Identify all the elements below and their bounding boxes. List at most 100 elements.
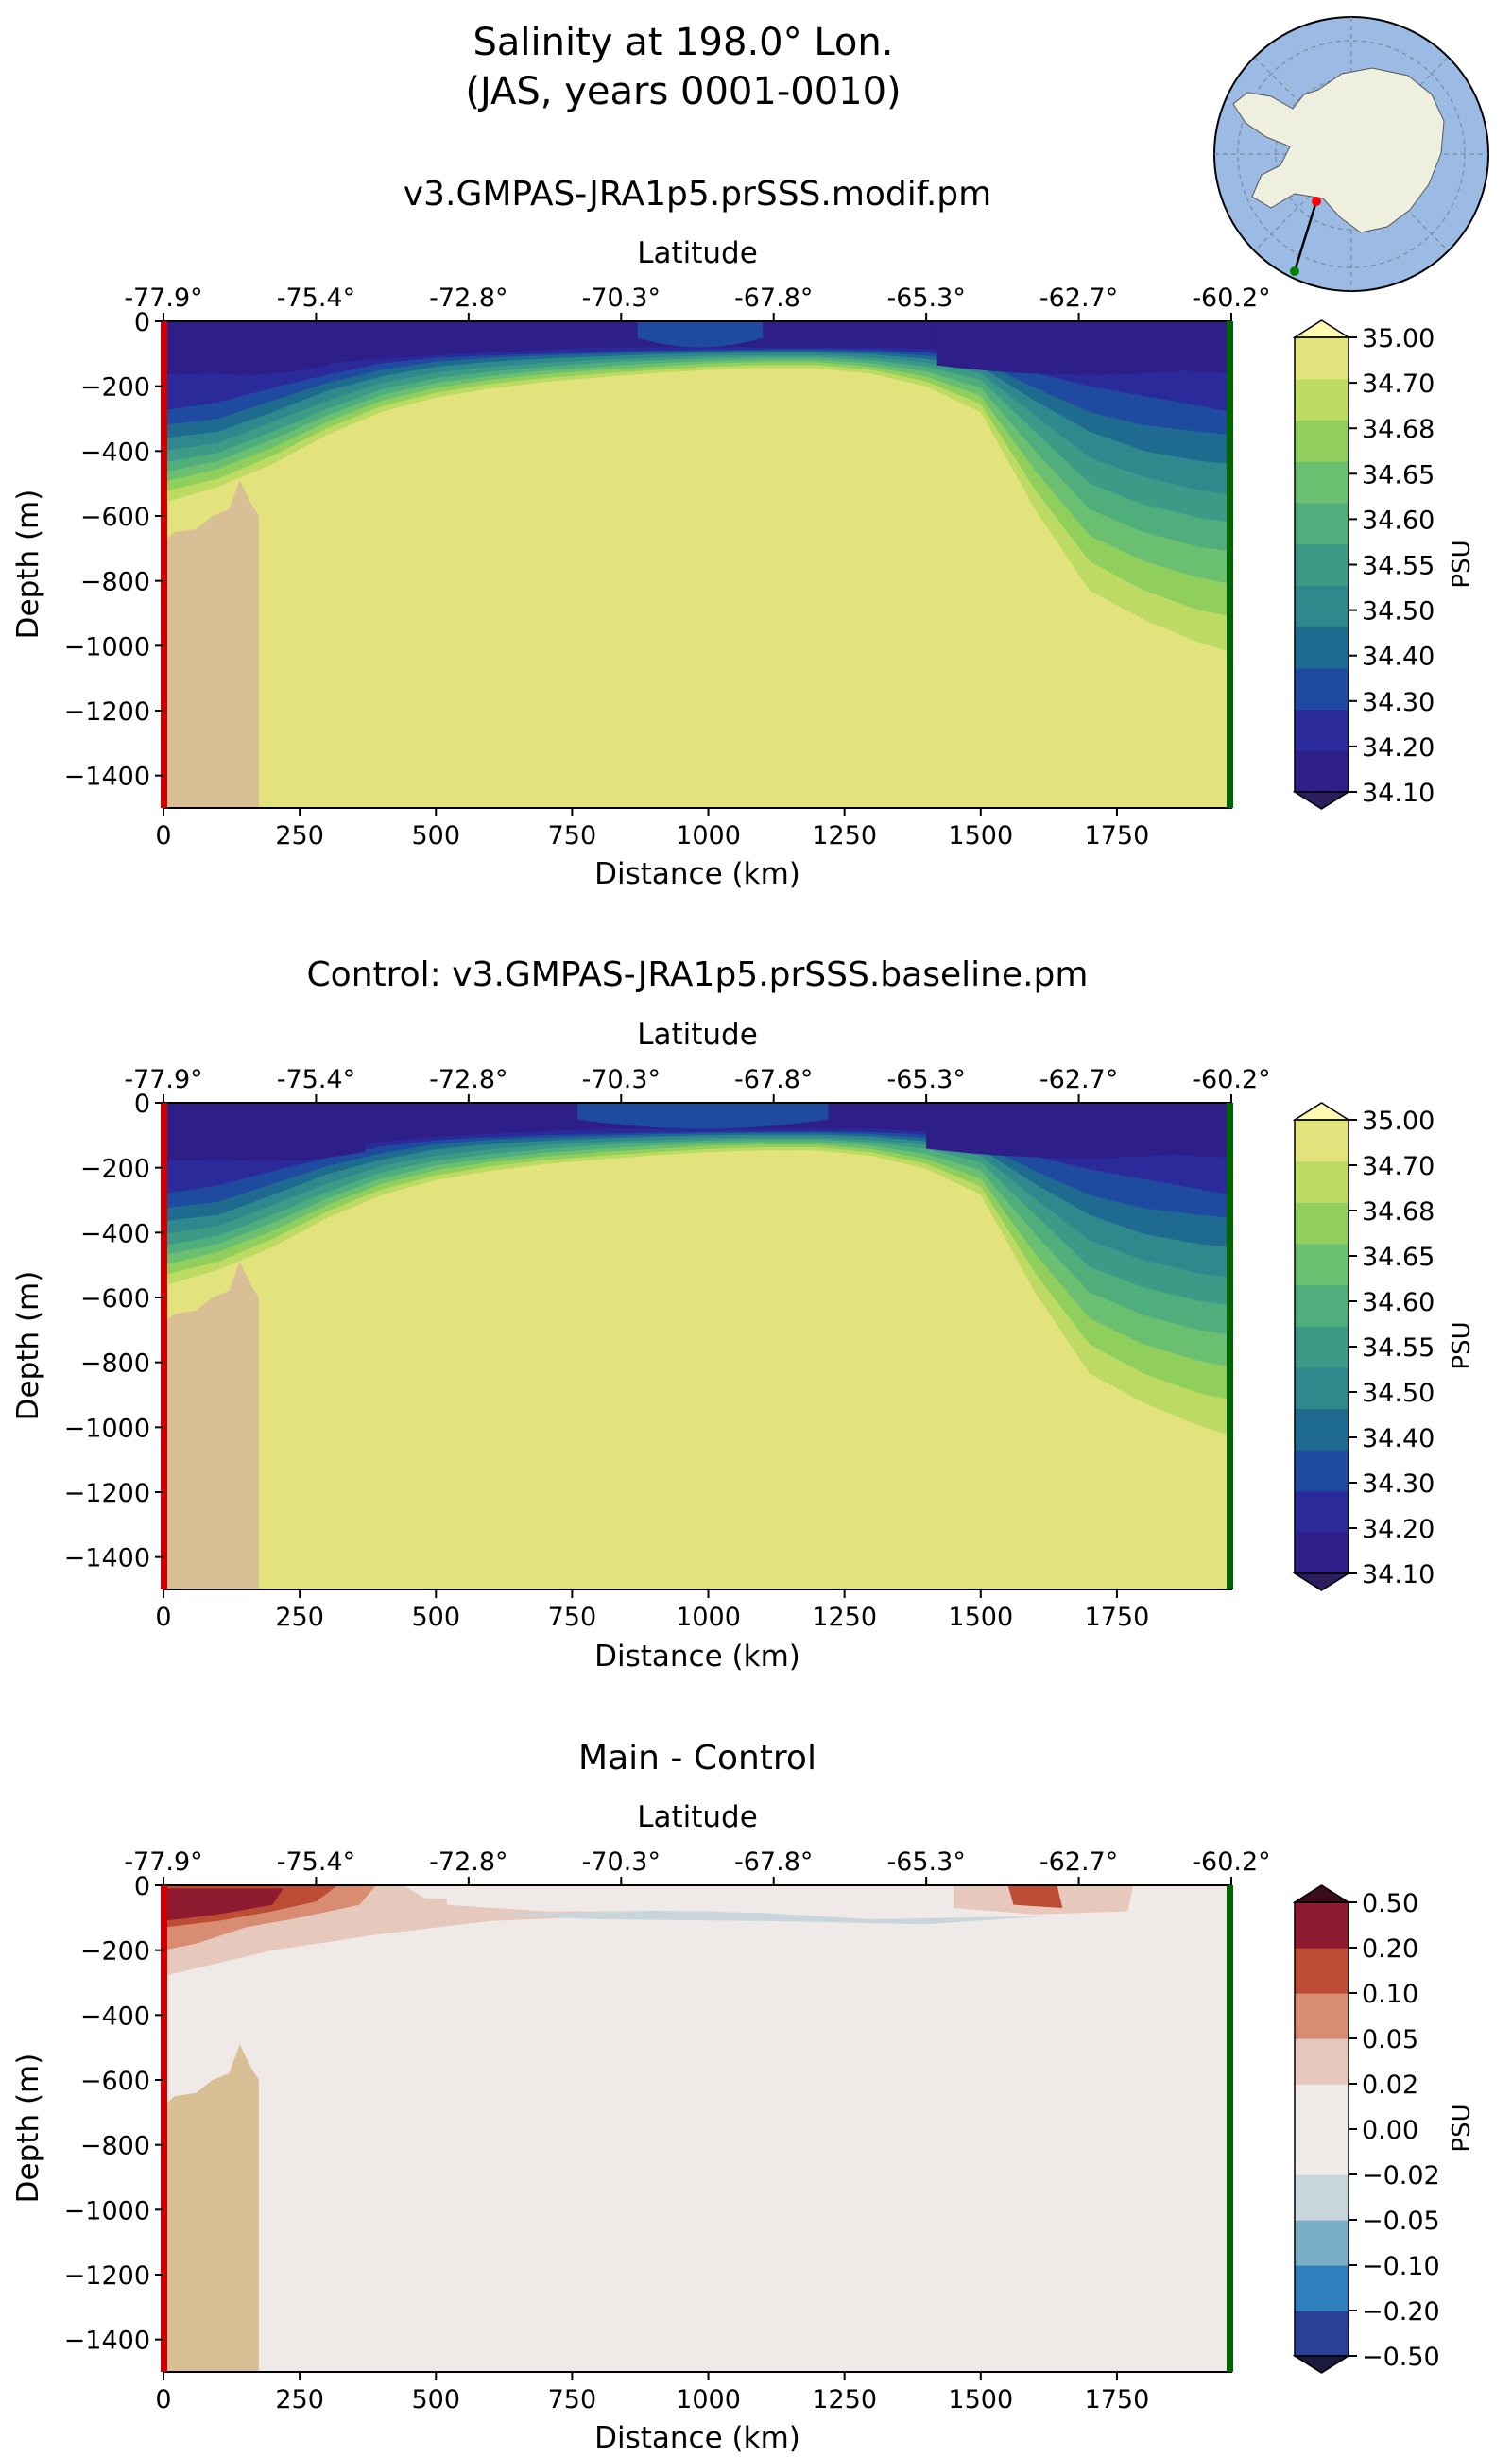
depth-tick-label: −400 [80,2002,150,2031]
colorbar-tick-label: 0.05 [1362,2025,1418,2054]
colorbar-tick-label: 34.50 [1362,1379,1435,1408]
transect-end-marker [1227,321,1233,808]
colorbar: 34.10 34.20 34.30 34.40 34.50 34.55 34.60 34.65… [1292,1102,1435,1591]
depth-tick-label: −600 [80,2067,150,2096]
colorbar-extend-high [1292,319,1351,338]
colorbar-band [1295,2129,1349,2175]
y-axis-label: Depth (m) [11,490,45,640]
latitude-tick-label: -62.7° [1040,1065,1118,1094]
depth-ticks: 0 −200 −400 −600 −800 −1000 −1200 −1400 [64,1872,163,2356]
distance-ticks: 0 250 500 750 1000 1250 1500 1750 [155,808,1149,850]
colorbar: 34.10 34.20 34.30 34.40 34.50 34.55 34.60 34.65… [1292,319,1435,810]
colorbar-band [1295,2311,1349,2357]
depth-tick-label: −200 [80,1937,150,1967]
colorbar-band [1295,1120,1349,1162]
latitude-ticks: -77.9° -75.4° -72.8° -70.3° -67.8° -65.3° -62.… [124,1847,1271,1885]
distance-tick-label: 750 [548,821,597,850]
latitude-tick-label: -75.4° [277,284,355,313]
contour-field [163,321,1231,808]
colorbar-tick-label: 34.70 [1362,369,1435,399]
distance-tick-label: 500 [411,1603,460,1632]
colorbar-label: PSU [1448,1321,1476,1369]
panel-title: Control: v3.GMPAS-JRA1p5.prSSS.baseline.… [307,955,1089,994]
y-axis-label: Depth (m) [11,1271,45,1421]
inset-transect-start [1312,197,1321,206]
depth-tick-label: −1200 [64,2261,150,2291]
colorbar-band [1295,750,1349,793]
latitude-tick-label: -67.8° [734,1847,813,1877]
depth-ticks: 0 −200 −400 −600 −800 −1000 −1200 −1400 [64,1090,163,1573]
difference-background [163,1885,1231,2372]
contour-band-level-7 [163,321,1231,585]
latitude-tick-label: -75.4° [277,1065,355,1094]
latitude-axis-label: Latitude [637,1800,758,1834]
depth-tick-label: 0 [134,308,150,337]
surface-water-patch-2 [926,1103,1231,1159]
colorbar-extend-low [1292,791,1351,810]
colorbar-tick-label: 34.68 [1362,1197,1435,1227]
latitude-tick-label: -75.4° [277,1847,355,1877]
distance-tick-label: 1500 [948,821,1013,850]
distance-tick-label: 250 [275,1603,324,1632]
colorbar-band [1295,627,1349,669]
inset-map [1213,16,1489,292]
latitude-tick-label: -65.3° [886,1847,965,1877]
distance-ticks: 0 250 500 750 1000 1250 1500 1750 [155,2372,1149,2414]
colorbar-band [1295,502,1349,545]
distance-tick-label: 0 [155,2385,171,2414]
surface-water-patch-1 [577,1103,829,1129]
distance-tick-label: 1250 [812,2385,877,2414]
depth-tick-label: −200 [80,373,150,403]
latitude-tick-label: -60.2° [1192,284,1270,313]
seafloor-land-mask [163,2044,259,2372]
colorbar-tick-label: 0.00 [1362,2116,1418,2145]
colorbar-tick-label: 34.55 [1362,552,1435,581]
contour-band-level-9 [163,321,1231,653]
depth-tick-label: −1400 [64,763,150,792]
latitude-tick-label: -60.2° [1192,1847,1270,1877]
distance-tick-label: 250 [275,821,324,850]
colorbar-tick-label: 0.50 [1362,1889,1418,1918]
latitude-tick-label: -77.9° [124,1847,202,1877]
colorbar-extend-high [1292,1102,1351,1121]
latitude-axis-label: Latitude [637,1018,758,1052]
distance-tick-label: 1750 [1085,1603,1150,1632]
colorbar-band [1295,1902,1349,1949]
latitude-tick-label: -60.2° [1192,1065,1270,1094]
depth-tick-label: −1400 [64,2327,150,2356]
anomaly-region-8 [163,2002,208,2068]
colorbar-band [1295,709,1349,751]
transect-start-marker [161,1885,167,2372]
depth-tick-label: −800 [80,2132,150,2161]
colorbar-tick-label: −0.02 [1362,2161,1440,2191]
colorbar-band [1295,378,1349,421]
colorbar-band [1295,1490,1349,1533]
panel-modif: v3.GMPAS-JRA1p5.prSSS.modif.pm Latitude … [11,175,1476,891]
colorbar-tick-label: 34.50 [1362,597,1435,627]
latitude-tick-label: -72.8° [429,284,507,313]
latitude-tick-label: -62.7° [1040,284,1118,313]
contour-band-level-8 [163,321,1231,617]
distance-tick-label: 1500 [948,1603,1013,1632]
depth-tick-label: −1200 [64,697,150,727]
x-axis-label: Distance (km) [594,2421,800,2455]
colorbar-band [1295,1326,1349,1368]
depth-tick-label: −400 [80,438,150,467]
transect-start-marker [161,321,167,808]
distance-tick-label: 750 [548,1603,597,1632]
transect-start-marker [161,1103,167,1589]
surface-water-patch-1 [637,321,764,348]
colorbar-band [1295,1284,1349,1327]
colorbar-band [1295,420,1349,462]
depth-tick-label: −1000 [64,1414,150,1443]
transect-end-marker [1227,1885,1233,2372]
contour-band-level-8 [163,1103,1231,1400]
colorbar-tick-label: −0.20 [1362,2297,1440,2327]
colorbar-band [1295,1993,1349,2039]
colorbar-band [1295,1366,1349,1409]
depth-tick-label: −600 [80,503,150,532]
distance-tick-label: 1500 [948,2385,1013,2414]
colorbar-tick-label: 34.55 [1362,1333,1435,1363]
colorbar-tick-label: 0.02 [1362,2070,1418,2100]
colorbar-tick-label: 34.40 [1362,643,1435,672]
